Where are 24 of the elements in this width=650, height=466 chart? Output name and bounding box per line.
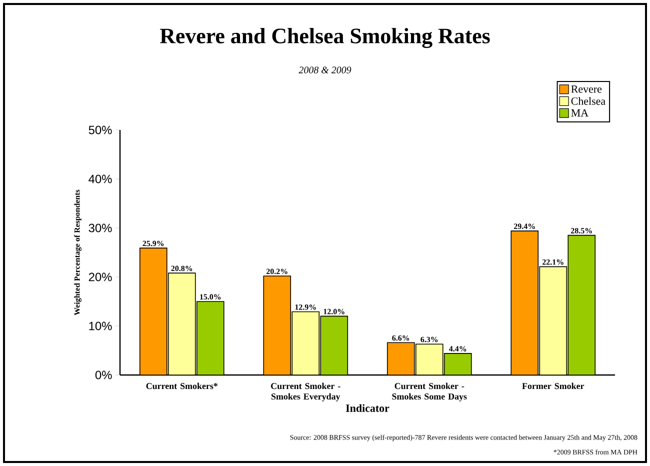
chart-subtitle: 2008 & 2009	[298, 66, 352, 74]
bar	[568, 234, 596, 375]
x-tick-label: Former Smoker	[522, 382, 584, 390]
x-tick-label: Current Smokers*	[146, 382, 218, 390]
y-tick-label: 0%	[95, 370, 112, 380]
bar	[415, 344, 444, 375]
y-tick-label: 30%	[88, 224, 112, 232]
bar	[320, 316, 348, 375]
bar	[444, 353, 472, 375]
chart-title: Revere and Chelsea Smoking Rates	[160, 28, 490, 48]
bar	[168, 272, 196, 375]
legend-label: Chelsea	[571, 97, 606, 105]
y-tick-label: 50%	[88, 126, 112, 134]
bar	[539, 266, 568, 375]
x-axis-title: Indicator	[346, 404, 390, 412]
y-tick-label: 10%	[89, 322, 112, 330]
x-tick-label: Current Smoker - Smokes Some Days	[392, 382, 467, 402]
bar	[292, 311, 320, 375]
legend-label: MA	[571, 109, 588, 116]
y-tick-label: 20%	[88, 272, 112, 282]
y-tick-label: 40%	[88, 174, 112, 184]
legend-label: Revere	[571, 85, 602, 93]
bar	[196, 301, 224, 375]
x-tick-label: Current Smoker - Smokes Everyday	[271, 382, 340, 402]
